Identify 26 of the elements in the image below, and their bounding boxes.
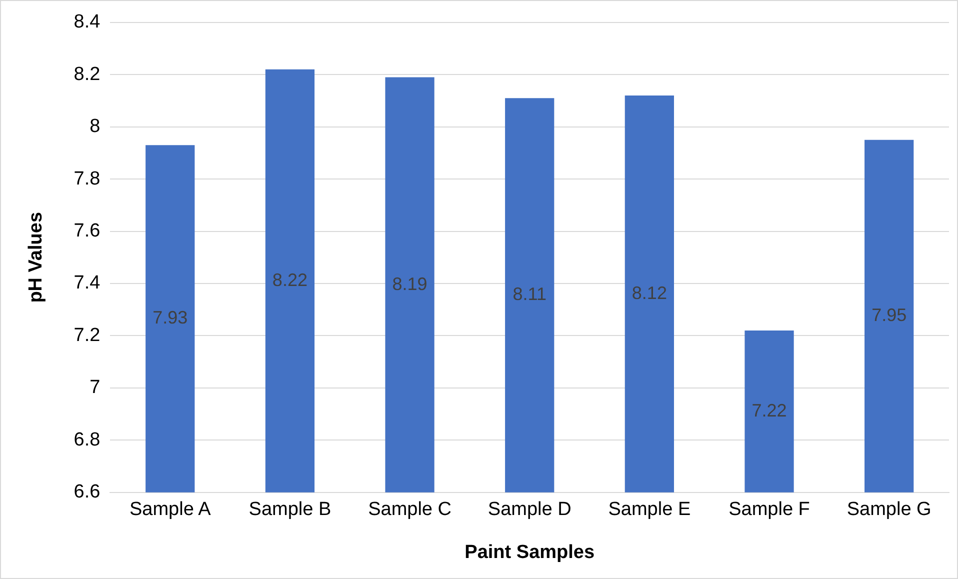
data-label: 8.22 [272,270,308,290]
x-tick-label: Sample A [129,499,212,520]
x-tick-label: Sample B [248,499,332,520]
y-axis-title: pH Values [26,212,47,303]
data-label: 8.19 [392,274,428,294]
x-tick-label: Sample F [728,499,810,520]
x-axis-title: Paint Samples [464,542,595,563]
x-tick-label: Sample E [608,499,691,520]
y-tick-label: 8 [90,116,100,138]
y-tick-label: 8.2 [74,64,100,85]
data-label: 8.11 [512,284,546,304]
y-tick-label: 8.4 [74,12,101,33]
y-tick-label: 6.8 [74,429,100,450]
y-tick-label: 7.2 [74,324,100,346]
data-label: 7.95 [872,305,907,326]
data-label: 7.22 [752,400,787,420]
y-tick-label: 7 [90,377,100,398]
x-tick-label: Sample G [846,499,932,520]
data-label: 8.12 [632,282,667,303]
data-label: 7.93 [152,308,188,328]
y-tick-label: 7.8 [74,168,100,190]
y-tick-label: 7.6 [74,220,100,242]
y-tick-label: 6.6 [74,482,100,503]
y-tick-label: 7.4 [74,272,101,294]
x-tick-label: Sample C [368,499,452,520]
x-tick-label: Sample D [488,499,572,520]
